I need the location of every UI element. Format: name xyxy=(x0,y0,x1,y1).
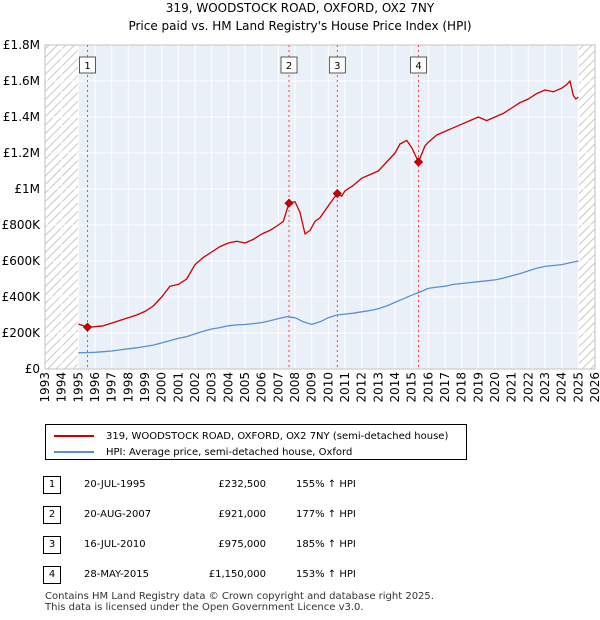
sale-marker-box xyxy=(79,56,96,74)
sale-marker-box xyxy=(280,56,298,74)
x-tick-label: 2009 xyxy=(305,372,319,403)
x-tick-label: 2016 xyxy=(421,372,435,403)
table-row: 3 16-JUL-2010 £975,000 185% ↑ HPI xyxy=(0,536,600,556)
table-row: 4 28-MAY-2015 £1,150,000 153% ↑ HPI xyxy=(0,566,600,586)
x-tick-label: 1998 xyxy=(121,372,135,403)
sale-marker-label: 4 xyxy=(415,61,421,72)
legend: 319, WOODSTOCK ROAD, OXFORD, OX2 7NY (se… xyxy=(45,424,467,460)
sale-hpi-change: 153% ↑ HPI xyxy=(296,569,356,580)
x-tick-label: 2022 xyxy=(521,372,535,403)
sale-hpi-change: 185% ↑ HPI xyxy=(296,539,356,550)
sale-date: 20-JUL-1995 xyxy=(84,479,146,490)
y-tick-label: £0 xyxy=(25,362,40,376)
x-tick-label: 2000 xyxy=(155,372,169,403)
sale-number: 3 xyxy=(43,536,61,554)
hatched-region xyxy=(578,45,595,369)
x-tick-label: 2010 xyxy=(321,372,335,403)
price-chart: 319, WOODSTOCK ROAD, OXFORD, OX2 7NY Pri… xyxy=(2,1,600,403)
x-tick-label: 1993 xyxy=(38,372,52,403)
footer-attribution: Contains HM Land Registry data © Crown c… xyxy=(45,591,434,613)
legend-item-property: 319, WOODSTOCK ROAD, OXFORD, OX2 7NY (se… xyxy=(54,428,448,444)
sale-hpi-change: 177% ↑ HPI xyxy=(296,509,356,520)
x-tick-label: 2002 xyxy=(188,372,202,403)
chart-subtitle: Price paid vs. HM Land Registry's House … xyxy=(128,19,471,33)
sale-price: £975,000 xyxy=(218,539,266,550)
sale-number: 2 xyxy=(43,506,61,524)
y-tick-label: £1.6M xyxy=(3,74,40,88)
x-tick-label: 2012 xyxy=(355,372,369,403)
legend-label-property: 319, WOODSTOCK ROAD, OXFORD, OX2 7NY (se… xyxy=(106,430,449,442)
x-tick-label: 2024 xyxy=(555,372,569,403)
chart-title: 319, WOODSTOCK ROAD, OXFORD, OX2 7NY xyxy=(166,1,435,15)
sale-marker-label: 2 xyxy=(286,61,292,72)
y-tick-label: £1.4M xyxy=(3,110,40,124)
x-tick-label: 1995 xyxy=(71,372,85,403)
sale-hpi-change: 155% ↑ HPI xyxy=(296,479,356,490)
y-tick-label: £1.8M xyxy=(3,38,40,52)
sale-point xyxy=(413,157,424,167)
footer-copyright: Contains HM Land Registry data © Crown c… xyxy=(45,591,434,602)
x-tick-label: 2026 xyxy=(588,372,600,403)
legend-label-hpi: HPI: Average price, semi-detached house,… xyxy=(106,446,353,458)
x-tick-label: 2007 xyxy=(271,372,285,403)
plot-border xyxy=(44,44,596,370)
y-tick-label: £600K xyxy=(2,254,42,268)
sale-marker-box xyxy=(410,56,427,74)
x-tick-label: 2011 xyxy=(338,372,352,403)
x-tick-label: 2018 xyxy=(455,372,469,403)
y-tick-label: £200K xyxy=(2,326,42,340)
legend-swatch-hpi xyxy=(54,451,94,453)
x-tick-label: 1999 xyxy=(138,372,152,403)
sale-point xyxy=(332,188,342,199)
sale-point xyxy=(82,322,93,332)
sale-price: £232,500 xyxy=(218,479,266,490)
table-row: 2 20-AUG-2007 £921,000 177% ↑ HPI xyxy=(0,506,600,526)
x-tick-label: 2014 xyxy=(388,372,402,403)
legend-swatch-property xyxy=(54,435,94,437)
x-tick-label: 2017 xyxy=(438,372,452,403)
y-tick-label: £800K xyxy=(2,218,42,232)
table-row: 1 20-JUL-1995 £232,500 155% ↑ HPI xyxy=(0,476,600,496)
sale-point xyxy=(284,198,294,208)
y-tick-label: £1.2M xyxy=(3,146,40,160)
sale-price: £1,150,000 xyxy=(208,569,266,580)
sale-date: 28-MAY-2015 xyxy=(84,569,150,580)
sale-number: 1 xyxy=(43,476,61,494)
sale-price: £921,000 xyxy=(218,509,266,520)
x-tick-label: 2003 xyxy=(205,372,219,403)
x-tick-label: 2025 xyxy=(571,372,585,403)
x-tick-label: 1996 xyxy=(88,372,102,403)
sale-date: 16-JUL-2010 xyxy=(84,539,146,550)
x-tick-label: 1994 xyxy=(55,372,69,403)
x-tick-label: 1997 xyxy=(105,372,119,403)
x-tick-label: 2008 xyxy=(288,372,302,403)
sale-marker-box xyxy=(328,56,346,74)
x-tick-label: 2015 xyxy=(405,372,419,403)
x-tick-label: 2019 xyxy=(471,372,485,403)
x-tick-label: 2004 xyxy=(221,372,235,403)
sale-date: 20-AUG-2007 xyxy=(84,509,152,520)
sale-marker-label: 3 xyxy=(334,61,340,72)
x-tick-label: 2023 xyxy=(538,372,552,403)
x-tick-label: 2005 xyxy=(238,372,252,403)
sale-marker-label: 1 xyxy=(84,61,90,72)
footer-licence: This data is licensed under the Open Gov… xyxy=(45,602,364,613)
legend-item-hpi: HPI: Average price, semi-detached house,… xyxy=(54,444,352,460)
sale-number: 4 xyxy=(43,566,61,584)
x-tick-label: 2006 xyxy=(255,372,269,403)
y-tick-label: £1M xyxy=(14,182,40,196)
x-tick-label: 2020 xyxy=(488,372,502,403)
x-tick-label: 2001 xyxy=(171,372,185,403)
plot-background xyxy=(45,45,595,369)
hpi-line xyxy=(78,260,579,354)
y-tick-label: £400K xyxy=(2,290,42,304)
x-tick-label: 2013 xyxy=(371,372,385,403)
x-tick-label: 2021 xyxy=(505,372,519,403)
